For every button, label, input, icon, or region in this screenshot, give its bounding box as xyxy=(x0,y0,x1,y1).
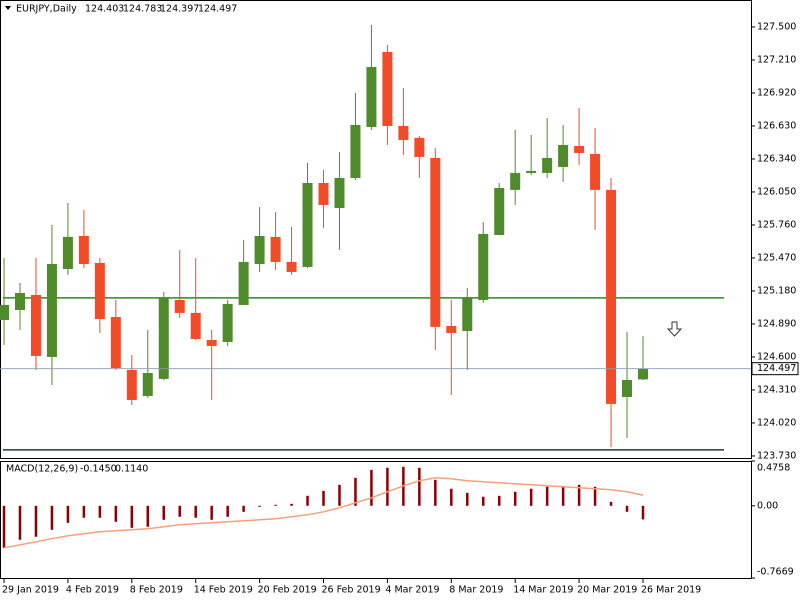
candle-body xyxy=(334,177,345,209)
candle-body xyxy=(318,182,329,205)
sell-arrow xyxy=(666,321,683,337)
candle-body xyxy=(494,187,505,235)
y-tick-label: 125.760 xyxy=(757,219,796,230)
candle-body xyxy=(638,368,648,380)
candle-body xyxy=(302,182,313,267)
candle-body xyxy=(446,326,457,333)
candle-body xyxy=(254,235,265,264)
x-tick-label: 4 Feb 2019 xyxy=(66,585,119,596)
x-tick-label: 26 Mar 2019 xyxy=(641,585,701,596)
x-tick-label: 4 Mar 2019 xyxy=(385,585,439,596)
ohlc-low: 124.397 xyxy=(160,4,199,15)
y-tick-label: 127.500 xyxy=(757,21,796,32)
candle-body xyxy=(14,293,25,310)
x-tick-label: 20 Mar 2019 xyxy=(577,585,637,596)
candle-body xyxy=(366,67,377,127)
macd-title: MACD(12,26,9) xyxy=(6,464,78,475)
candle-body xyxy=(270,236,281,262)
y-tick-label: 124.310 xyxy=(757,384,796,395)
candle-body xyxy=(526,170,537,173)
candle-body xyxy=(174,299,185,313)
macd-main-value: -0.1450 xyxy=(80,464,117,475)
candle-body xyxy=(350,124,361,178)
candle-body xyxy=(190,312,201,339)
candle-body xyxy=(590,153,601,190)
candle-body xyxy=(414,137,425,157)
candle-body xyxy=(206,340,217,346)
y-tick-label: 126.630 xyxy=(757,120,796,131)
current-price-box xyxy=(751,362,799,376)
candle-body xyxy=(510,172,521,190)
y-tick-label: -0.7669 xyxy=(757,567,794,578)
candle-body xyxy=(238,261,249,305)
y-tick-label: 126.920 xyxy=(757,87,796,98)
ohlc-close: 124.497 xyxy=(198,4,237,15)
x-tick-label: 26 Feb 2019 xyxy=(322,585,381,596)
x-tick-label: 20 Feb 2019 xyxy=(258,585,317,596)
candle-body xyxy=(478,233,489,300)
candle-body xyxy=(158,297,169,379)
macd-signal-value: 0.1140 xyxy=(115,464,148,475)
y-tick-label: 126.340 xyxy=(757,153,796,164)
candle-body xyxy=(286,261,297,272)
candle-body xyxy=(398,125,409,140)
y-tick-label: 125.470 xyxy=(757,252,796,263)
main-panel-frame xyxy=(0,0,752,459)
ohlc-high: 124.783 xyxy=(123,4,162,15)
candle-body xyxy=(382,52,393,126)
ohlc-open: 124.403 xyxy=(85,4,124,15)
candle-body xyxy=(142,372,153,396)
x-tick-label: 14 Mar 2019 xyxy=(513,585,573,596)
y-tick-label: 125.180 xyxy=(757,285,796,296)
candle-body xyxy=(558,144,569,167)
candle-body xyxy=(30,294,41,356)
menu-triangle[interactable] xyxy=(5,6,11,10)
candle-body xyxy=(222,303,233,342)
candle-body xyxy=(78,235,89,264)
macd-panel-frame xyxy=(0,461,752,579)
y-tick-label: 124.890 xyxy=(757,318,796,329)
y-tick-label: 127.210 xyxy=(757,54,796,65)
candle-body xyxy=(110,317,121,368)
candle-body xyxy=(462,297,473,332)
y-tick-label: 123.730 xyxy=(757,450,796,461)
current-price-label: 124.497 xyxy=(757,363,796,374)
candle-body xyxy=(0,304,9,320)
candle-body xyxy=(574,145,585,153)
y-tick-label: 0.00 xyxy=(757,500,778,511)
candle-body xyxy=(430,157,441,327)
x-tick-label: 8 Mar 2019 xyxy=(449,585,503,596)
y-tick-label: 126.050 xyxy=(757,186,796,197)
y-tick-label: 124.020 xyxy=(757,417,796,428)
candle-body xyxy=(542,157,553,173)
symbol: EURJPY,Daily xyxy=(16,4,77,15)
candle-body xyxy=(46,263,57,357)
candle-body xyxy=(94,262,105,319)
candle-body xyxy=(622,379,633,398)
candle-body xyxy=(126,369,137,400)
signal-line xyxy=(3,477,644,549)
candle-body xyxy=(606,189,617,404)
y-tick-label: 0.4758 xyxy=(757,463,790,474)
x-tick-label: 8 Feb 2019 xyxy=(130,585,183,596)
x-tick-label: 29 Jan 2019 xyxy=(2,585,59,596)
candle-body xyxy=(62,236,73,269)
y-tick-label: 124.600 xyxy=(757,351,796,362)
x-tick-label: 14 Feb 2019 xyxy=(194,585,253,596)
